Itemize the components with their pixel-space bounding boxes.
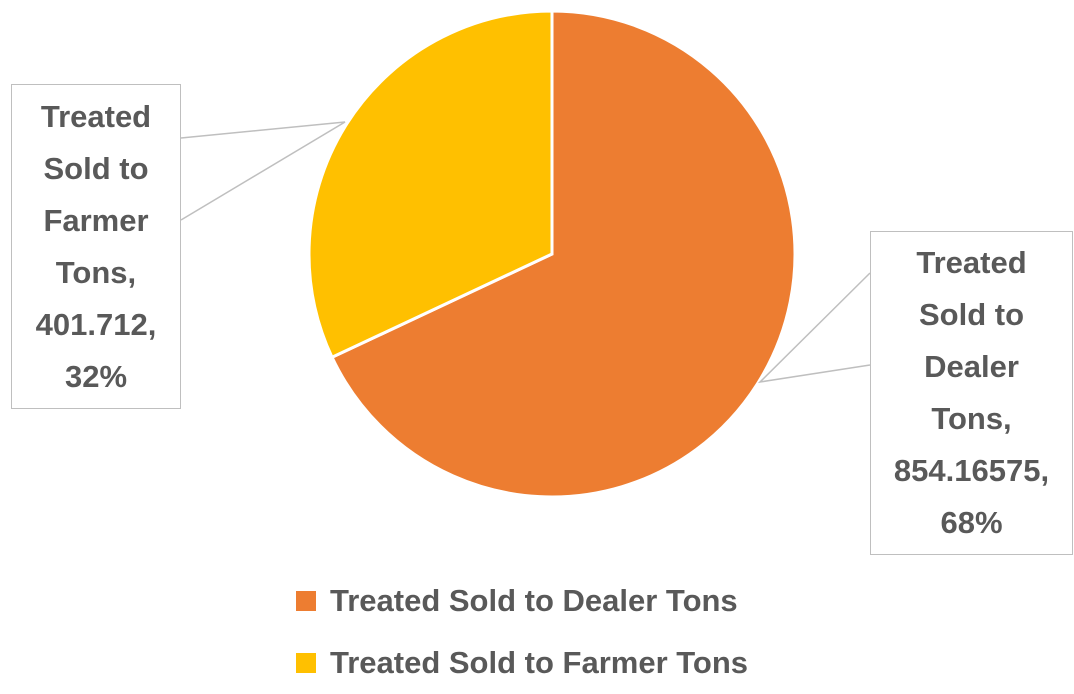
legend-item-farmer: Treated Sold to Farmer Tons [296,632,748,694]
leader-line-dealer [757,272,871,384]
data-label-dealer: Treated Sold to Dealer Tons, 854.16575, … [870,231,1073,555]
data-label-farmer: Treated Sold to Farmer Tons, 401.712, 32… [11,84,181,409]
pie-slice-dealer [330,9,797,499]
legend-label-dealer: Treated Sold to Dealer Tons [330,583,738,618]
leader-lines [180,121,871,384]
chart-legend: Treated Sold to Dealer Tons Treated Sold… [296,570,748,694]
pie-slices [307,9,797,499]
legend-item-dealer: Treated Sold to Dealer Tons [296,570,748,632]
legend-swatch-dealer [296,591,316,611]
pie-slice-farmer [307,9,554,360]
leader-line-farmer [180,121,346,221]
legend-label-farmer: Treated Sold to Farmer Tons [330,645,749,680]
legend-swatch-farmer [296,653,316,673]
